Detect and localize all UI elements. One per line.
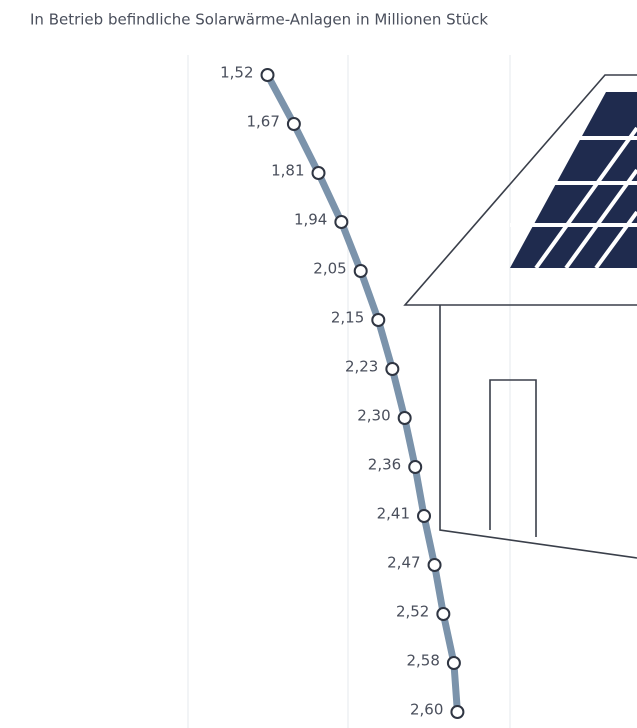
data-point [446, 656, 461, 670]
data-point [371, 313, 386, 327]
data-label: 1,67 [246, 113, 279, 131]
data-point [334, 215, 349, 229]
data-point [311, 166, 326, 180]
house [403, 74, 637, 559]
data-label: 1,94 [294, 211, 327, 229]
data-label: 2,36 [368, 456, 401, 474]
data-label: 2,15 [331, 309, 364, 327]
data-point [286, 117, 301, 131]
data-label: 1,52 [220, 64, 253, 82]
data-point [397, 411, 412, 425]
data-label: 2,58 [406, 652, 439, 670]
data-point [450, 705, 465, 719]
data-label: 2,60 [410, 701, 443, 719]
data-label: 2,23 [345, 358, 378, 376]
data-point [408, 460, 423, 474]
data-point [353, 264, 368, 278]
data-label: 1,81 [271, 162, 304, 180]
data-label: 2,05 [313, 260, 346, 278]
line [264, 71, 461, 716]
data-point [427, 558, 442, 572]
chart-title: In Betrieb befindliche Solarwärme-Anlage… [30, 11, 488, 29]
background-grid [187, 55, 511, 728]
data-point [417, 509, 432, 523]
data-point [260, 68, 275, 82]
data-point [385, 362, 400, 376]
data-label: 2,41 [377, 505, 410, 523]
data-label: 2,47 [387, 554, 420, 572]
data-point [436, 607, 451, 621]
data-label: 2,52 [396, 603, 429, 621]
data-label: 2,30 [357, 407, 390, 425]
